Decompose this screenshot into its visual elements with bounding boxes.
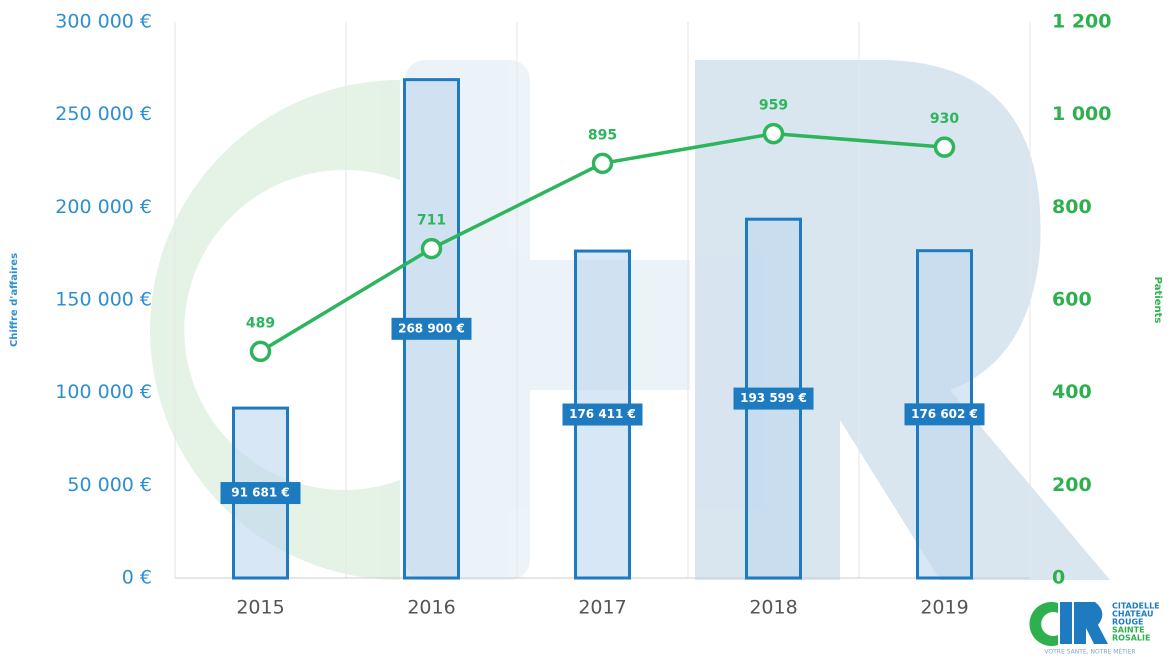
logo-r bbox=[1074, 602, 1108, 644]
point-label: 959 bbox=[759, 98, 788, 114]
point-label: 489 bbox=[246, 315, 275, 331]
logo: CITADELLE CHATEAU ROUGE SAINTE ROSALIE V… bbox=[1029, 602, 1159, 656]
logo-c bbox=[1029, 602, 1058, 646]
y2-tick-label: 200 bbox=[1052, 474, 1092, 496]
point-label: 930 bbox=[930, 111, 959, 127]
y-tick-label: 50 000 € bbox=[67, 474, 152, 496]
x-tick-label: 2016 bbox=[407, 597, 455, 619]
logo-line: ROSALIE bbox=[1112, 634, 1150, 643]
x-tick-label: 2015 bbox=[236, 597, 284, 619]
point bbox=[765, 125, 783, 143]
value-label: 193 599 € bbox=[740, 391, 807, 405]
point bbox=[252, 342, 270, 360]
point bbox=[594, 154, 612, 172]
y-axis-title: Chiffre d'affaires bbox=[9, 253, 20, 347]
y2-axis-title: Patients bbox=[1152, 277, 1163, 324]
y2-tick-label: 800 bbox=[1052, 196, 1092, 218]
x-tick-label: 2019 bbox=[920, 597, 968, 619]
chart: Chiffre d'affaires Patients CITADELLE CH… bbox=[0, 0, 1170, 659]
logo-tagline: VOTRE SANTÉ, NOTRE MÉTIER bbox=[1044, 648, 1135, 656]
page: {"chart_data": {"type": "bar", "y_label"… bbox=[0, 0, 1170, 659]
x-tick-label: 2017 bbox=[578, 597, 626, 619]
point-label: 711 bbox=[417, 213, 446, 229]
value-label: 91 681 € bbox=[231, 486, 289, 500]
y-tick-label: 300 000 € bbox=[55, 11, 152, 33]
y2-tick-label: 400 bbox=[1052, 381, 1092, 403]
y-tick-label: 0 € bbox=[122, 567, 152, 589]
point-label: 895 bbox=[588, 127, 617, 143]
value-label: 176 411 € bbox=[569, 407, 636, 421]
logo-h bbox=[1060, 602, 1072, 644]
y-tick-label: 150 000 € bbox=[55, 289, 152, 311]
y-tick-label: 100 000 € bbox=[55, 381, 152, 403]
x-tick-label: 2018 bbox=[749, 597, 797, 619]
point bbox=[936, 138, 954, 156]
y2-tick-label: 0 bbox=[1052, 567, 1065, 589]
value-label: 176 602 € bbox=[911, 407, 978, 421]
y2-tick-label: 1 000 bbox=[1052, 103, 1112, 125]
y2-tick-label: 1 200 bbox=[1052, 11, 1112, 33]
point bbox=[423, 240, 441, 258]
value-label: 268 900 € bbox=[398, 321, 465, 335]
y-tick-label: 250 000 € bbox=[55, 103, 152, 125]
y-tick-label: 200 000 € bbox=[55, 196, 152, 218]
y2-tick-label: 600 bbox=[1052, 289, 1092, 311]
